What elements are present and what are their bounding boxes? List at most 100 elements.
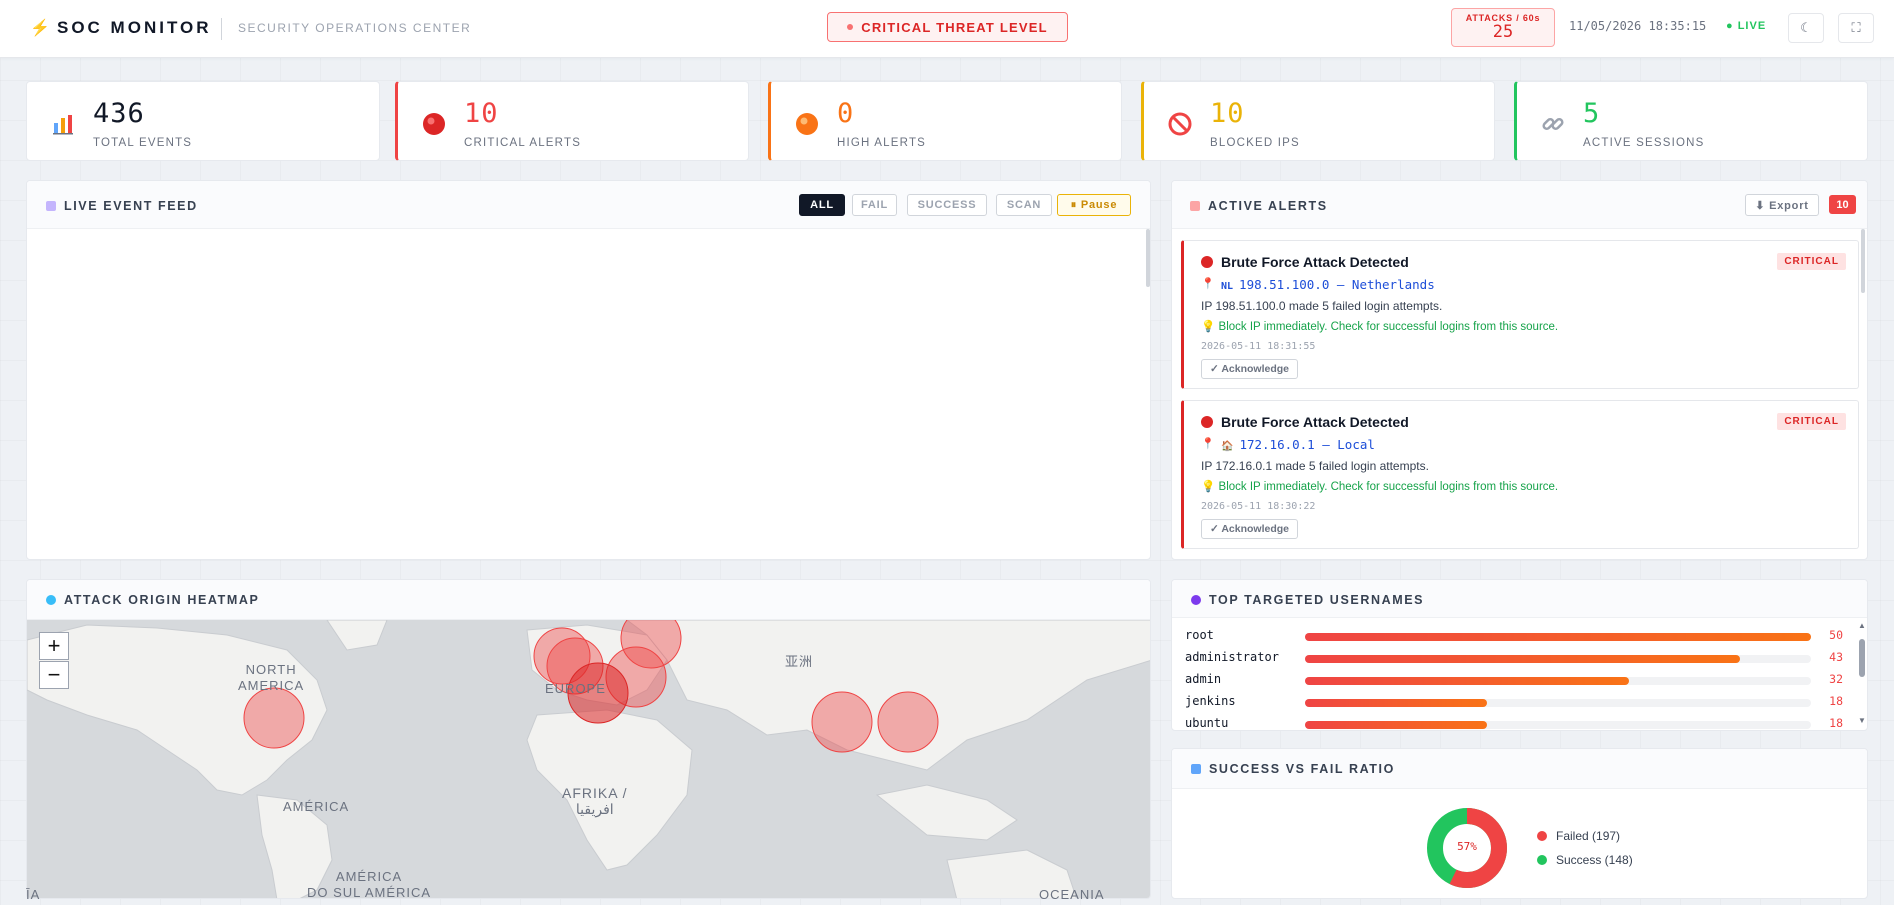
username-count: 50 bbox=[1829, 628, 1843, 642]
app-subtitle: SECURITY OPERATIONS CENTER bbox=[238, 21, 472, 35]
globe-icon bbox=[46, 595, 56, 605]
acknowledge-button[interactable]: ✓ Acknowledge bbox=[1201, 519, 1299, 539]
username-bar-fill bbox=[1305, 677, 1629, 685]
severity-badge: CRITICAL bbox=[1777, 253, 1846, 270]
alerts-title: ACTIVE ALERTS bbox=[1190, 199, 1328, 213]
datetime-display: 11/05/2026 18:35:15 bbox=[1569, 19, 1707, 33]
zoom-in-button[interactable]: + bbox=[39, 632, 69, 660]
legend-failed-label: Failed (197) bbox=[1556, 829, 1621, 843]
map-header bbox=[27, 580, 1150, 620]
top-header: ⚡ SOC MONITOR SECURITY OPERATIONS CENTER… bbox=[0, 0, 1894, 58]
acknowledge-button[interactable]: ✓ Acknowledge bbox=[1201, 359, 1299, 379]
alert-description: IP 198.51.100.0 made 5 failed login atte… bbox=[1201, 299, 1443, 313]
username-count: 43 bbox=[1829, 650, 1843, 664]
moon-icon: ☾ bbox=[1800, 20, 1812, 35]
map-label-north-america: NORTH AMERICA bbox=[238, 662, 305, 693]
blocked-icon bbox=[1168, 112, 1192, 136]
alert-location: 🏠 172.16.0.1 — Local bbox=[1221, 437, 1375, 452]
red-circle-icon bbox=[1201, 256, 1213, 268]
alert-recommendation: 💡 Block IP immediately. Check for succes… bbox=[1201, 481, 1559, 493]
app-title: SOC MONITOR bbox=[57, 18, 212, 37]
export-button[interactable]: ⬇ Export bbox=[1745, 194, 1819, 216]
stat-card-active-sessions: 5 ACTIVE SESSIONS bbox=[1514, 81, 1868, 161]
user-icon bbox=[1191, 595, 1201, 605]
stat-label: BLOCKED IPS bbox=[1210, 137, 1300, 149]
severity-badge: CRITICAL bbox=[1777, 413, 1846, 430]
username-bar-track bbox=[1305, 721, 1811, 729]
attacks-value: 25 bbox=[1492, 22, 1514, 42]
heat-circle-uk bbox=[533, 627, 591, 685]
pause-button[interactable]: ⏸ Pause bbox=[1057, 194, 1131, 216]
attack-heatmap-panel bbox=[26, 579, 1151, 899]
pin-icon: 📍 bbox=[1201, 278, 1215, 290]
username-row: admin 32 bbox=[1185, 670, 1853, 690]
alert-location: NL 198.51.100.0 — Netherlands bbox=[1221, 277, 1435, 292]
red-circle-icon bbox=[423, 113, 445, 135]
username-bar-fill bbox=[1305, 633, 1811, 641]
username: admin bbox=[1185, 672, 1222, 686]
heat-circles[interactable] bbox=[243, 620, 939, 753]
username: administrator bbox=[1185, 650, 1279, 664]
scroll-down-icon[interactable]: ▼ bbox=[1858, 716, 1866, 725]
stat-label: ACTIVE SESSIONS bbox=[1583, 137, 1705, 149]
stat-value: 5 bbox=[1583, 98, 1601, 129]
username-bar-fill bbox=[1305, 699, 1488, 707]
stat-card-critical-alerts: 10 CRITICAL ALERTS bbox=[395, 81, 749, 161]
feed-title: LIVE EVENT FEED bbox=[46, 199, 198, 213]
stat-label: HIGH ALERTS bbox=[837, 137, 927, 149]
map-label-europe: EUROPE bbox=[545, 681, 606, 696]
username-bar-track bbox=[1305, 699, 1811, 707]
scroll-up-icon[interactable]: ▲ bbox=[1858, 621, 1866, 630]
attacks-label: ATTACKS / 60s bbox=[1465, 13, 1541, 23]
username: ubuntu bbox=[1185, 716, 1229, 730]
alert-card: Brute Force Attack Detected CRITICAL 📍 N… bbox=[1181, 240, 1859, 389]
username-count: 18 bbox=[1829, 716, 1843, 730]
username-row: ubuntu 18 bbox=[1185, 714, 1853, 734]
alert-timestamp: 2026-05-11 18:31:55 bbox=[1201, 341, 1316, 352]
alert-title: Brute Force Attack Detected bbox=[1221, 414, 1409, 430]
alert-title: Brute Force Attack Detected bbox=[1221, 254, 1409, 270]
alert-description: IP 172.16.0.1 made 5 failed login attemp… bbox=[1201, 459, 1429, 473]
map-title: ATTACK ORIGIN HEATMAP bbox=[46, 593, 259, 607]
heat-circle-korea bbox=[877, 691, 939, 753]
filter-all-button[interactable]: ALL bbox=[799, 194, 845, 216]
red-circle-icon bbox=[1201, 416, 1213, 428]
username: root bbox=[1185, 628, 1214, 642]
attacks-per-minute-badge: ATTACKS / 60s 25 bbox=[1451, 8, 1555, 47]
stat-value: 0 bbox=[837, 98, 855, 129]
username-row: root 50 bbox=[1185, 626, 1853, 646]
threat-level-text: CRITICAL THREAT LEVEL bbox=[861, 19, 1048, 35]
zoom-out-button[interactable]: − bbox=[39, 661, 69, 689]
username-count: 18 bbox=[1829, 694, 1843, 708]
stat-value: 10 bbox=[1210, 98, 1245, 129]
threat-level-badge: CRITICAL THREAT LEVEL bbox=[827, 12, 1068, 42]
alerts-scrollbar[interactable] bbox=[1861, 229, 1865, 293]
alert-recommendation: 💡 Block IP immediately. Check for succes… bbox=[1201, 321, 1559, 333]
dark-mode-button[interactable]: ☾ bbox=[1788, 13, 1824, 43]
live-indicator: ● LIVE bbox=[1726, 20, 1767, 32]
heat-circle-nordic bbox=[620, 620, 682, 669]
filter-fail-button[interactable]: FAIL bbox=[852, 194, 897, 216]
siren-icon bbox=[1190, 201, 1200, 211]
ratio-title: SUCCESS VS FAIL RATIO bbox=[1191, 762, 1395, 776]
username: jenkins bbox=[1185, 694, 1236, 708]
chart-icon bbox=[1191, 764, 1201, 774]
filter-scan-button[interactable]: SCAN bbox=[996, 194, 1052, 216]
orange-circle-icon bbox=[796, 113, 818, 135]
username-bar-fill bbox=[1305, 655, 1741, 663]
link-icon bbox=[1542, 117, 1564, 131]
usernames-scrollbar[interactable] bbox=[1859, 639, 1865, 677]
world-map[interactable] bbox=[27, 620, 1151, 899]
username-bar-track bbox=[1305, 633, 1811, 641]
username-count: 32 bbox=[1829, 672, 1843, 686]
bolt-icon: ⚡ bbox=[30, 20, 50, 37]
username-row: jenkins 18 bbox=[1185, 692, 1853, 712]
donut-center-label: 57% bbox=[1457, 840, 1477, 853]
feed-scrollbar[interactable] bbox=[1146, 229, 1150, 287]
alert-card: Brute Force Attack Detected CRITICAL 📍 🏠… bbox=[1181, 400, 1859, 549]
header-divider bbox=[221, 18, 222, 40]
filter-success-button[interactable]: SUCCESS bbox=[907, 194, 987, 216]
usernames-title: TOP TARGETED USERNAMES bbox=[1191, 593, 1424, 607]
fullscreen-button[interactable]: ⛶ bbox=[1838, 13, 1874, 43]
heat-circle-china bbox=[811, 691, 873, 753]
